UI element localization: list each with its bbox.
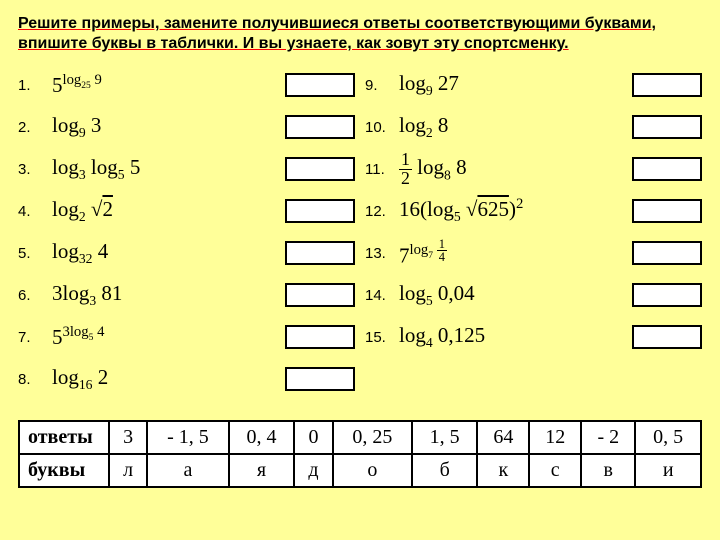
letter-cell: б (412, 454, 478, 487)
letter-cell: о (333, 454, 412, 487)
answer-box[interactable] (632, 283, 702, 307)
problem-expression: log4 0,125 (399, 323, 632, 351)
problem-expression: 3log3 81 (52, 281, 285, 309)
problem-expression: log2 2 (52, 197, 285, 225)
problem-number: 13. (365, 245, 399, 262)
instructions-text: Решите примеры, замените получившиеся от… (18, 14, 702, 54)
problem-row: 6.3log3 81 (18, 274, 355, 316)
answer-box[interactable] (285, 73, 355, 97)
problem-row: 9.log9 27 (365, 64, 702, 106)
problem-number: 10. (365, 119, 399, 136)
answer-box[interactable] (285, 325, 355, 349)
problem-expression: log16 2 (52, 365, 285, 393)
problem-row: 12.16(log5 625)2 (365, 190, 702, 232)
answer-cell: 0, 4 (229, 421, 295, 454)
letter-cell: я (229, 454, 295, 487)
problem-expression: 5log25 9 (52, 72, 285, 98)
answer-box[interactable] (632, 73, 702, 97)
answer-box[interactable] (632, 325, 702, 349)
problem-number: 2. (18, 119, 52, 136)
problem-row: 7.53log5 4 (18, 316, 355, 358)
problem-expression: log32 4 (52, 239, 285, 267)
problem-number: 6. (18, 287, 52, 304)
answer-box[interactable] (632, 241, 702, 265)
answer-cell: 0, 5 (635, 421, 701, 454)
problem-expression: log9 3 (52, 113, 285, 141)
answer-box[interactable] (632, 157, 702, 181)
problem-number: 14. (365, 287, 399, 304)
problem-expression: 7log7 14 (399, 238, 632, 268)
answer-cell: - 1, 5 (147, 421, 228, 454)
letter-cell: и (635, 454, 701, 487)
answer-box[interactable] (285, 241, 355, 265)
problem-row: 1.5log25 9 (18, 64, 355, 106)
answer-box[interactable] (285, 283, 355, 307)
problem-number: 12. (365, 203, 399, 220)
letter-cell: с (529, 454, 581, 487)
letter-cell: л (109, 454, 147, 487)
problem-row: 11.12 log8 8 (365, 148, 702, 190)
answer-cell: 3 (109, 421, 147, 454)
answer-cell: 0, 25 (333, 421, 412, 454)
letters-label: буквы (19, 454, 109, 487)
problem-number: 3. (18, 161, 52, 178)
problem-expression: log5 0,04 (399, 281, 632, 309)
problem-number: 8. (18, 371, 52, 388)
problem-number: 1. (18, 77, 52, 94)
problem-row: 3.log3 log5 5 (18, 148, 355, 190)
problem-row: 14.log5 0,04 (365, 274, 702, 316)
problem-expression: log9 27 (399, 71, 632, 99)
answers-label: ответы (19, 421, 109, 454)
answer-cell: - 2 (581, 421, 635, 454)
right-column: 9.log9 2710.log2 811.12 log8 812.16(log5… (365, 64, 702, 400)
answers-row: ответы 3 - 1, 5 0, 4 0 0, 25 1, 5 64 12 … (19, 421, 701, 454)
answer-box[interactable] (285, 115, 355, 139)
answer-cell: 0 (294, 421, 332, 454)
problems-area: 1.5log25 92.log9 33.log3 log5 54.log2 25… (18, 64, 702, 400)
problem-expression: 16(log5 625)2 (399, 196, 632, 225)
problem-number: 15. (365, 329, 399, 346)
problem-expression: log3 log5 5 (52, 155, 285, 183)
problem-row: 5.log32 4 (18, 232, 355, 274)
letter-cell: а (147, 454, 228, 487)
answer-box[interactable] (632, 115, 702, 139)
problem-row: 10.log2 8 (365, 106, 702, 148)
letter-cell: д (294, 454, 332, 487)
left-column: 1.5log25 92.log9 33.log3 log5 54.log2 25… (18, 64, 355, 400)
answer-cell: 64 (477, 421, 529, 454)
problem-number: 7. (18, 329, 52, 346)
letters-row: буквы л а я д о б к с в и (19, 454, 701, 487)
answer-key-table: ответы 3 - 1, 5 0, 4 0 0, 25 1, 5 64 12 … (18, 420, 702, 488)
answer-cell: 12 (529, 421, 581, 454)
answer-box[interactable] (632, 199, 702, 223)
problem-expression: log2 8 (399, 113, 632, 141)
problem-row: 13.7log7 14 (365, 232, 702, 274)
problem-expression: 12 log8 8 (399, 151, 632, 188)
problem-row: 2.log9 3 (18, 106, 355, 148)
answer-cell: 1, 5 (412, 421, 478, 454)
letter-cell: к (477, 454, 529, 487)
letter-cell: в (581, 454, 635, 487)
problem-number: 9. (365, 77, 399, 94)
problem-row: 8.log16 2 (18, 358, 355, 400)
problem-row: 4.log2 2 (18, 190, 355, 232)
problem-number: 11. (365, 161, 399, 178)
problem-expression: 53log5 4 (52, 324, 285, 350)
problem-number: 4. (18, 203, 52, 220)
problem-row: 15.log4 0,125 (365, 316, 702, 358)
answer-box[interactable] (285, 367, 355, 391)
answer-box[interactable] (285, 157, 355, 181)
answer-box[interactable] (285, 199, 355, 223)
problem-number: 5. (18, 245, 52, 262)
